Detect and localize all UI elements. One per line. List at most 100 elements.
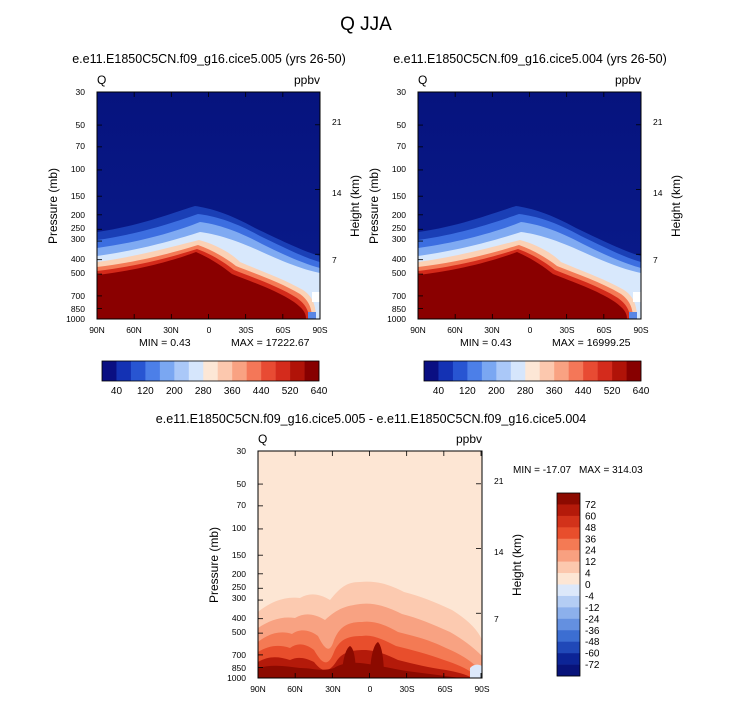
panel-b-field [418, 92, 641, 319]
panel-a-variable: Q [97, 73, 106, 87]
y-tick-label: 200 [71, 210, 85, 220]
colorbar-swatch [557, 493, 580, 505]
panel-b-title: e.e11.E1850C5CN.f09_g16.cice5.004 (yrs 2… [393, 52, 667, 66]
colorbar-swatch [612, 361, 627, 381]
x-tick-label: 0 [368, 684, 373, 694]
colorbar-label: 200 [488, 386, 505, 397]
colorbar-swatch [261, 361, 276, 381]
y-label-right: Height (km) [669, 175, 683, 237]
y-tick-label: 400 [71, 254, 85, 264]
y-right-tick-label: 21 [494, 476, 504, 486]
colorbar-swatch [188, 361, 204, 381]
colorbar-swatch [568, 361, 584, 381]
y-right-tick-label: 7 [332, 255, 337, 265]
x-tick-label: 0 [528, 325, 533, 335]
colorbar-swatch [159, 361, 175, 381]
colorbar-label: 120 [459, 386, 476, 397]
colorbar-label: 280 [195, 386, 212, 397]
colorbar-swatch [557, 664, 580, 677]
panel-a: e.e11.E1850C5CN.f09_g16.cice5.005 (yrs 2… [46, 52, 362, 349]
y-tick-label: 200 [232, 569, 246, 579]
y-tick-label: 850 [71, 304, 85, 314]
y-tick-label: 100 [71, 164, 85, 174]
y-tick-label: 150 [392, 191, 406, 201]
colorbar-label: 72 [585, 500, 597, 511]
colorbar-swatch [557, 618, 580, 631]
x-tick-label: 60N [126, 325, 142, 335]
y-tick-label: 1000 [66, 314, 85, 324]
colorbar-label: 520 [282, 386, 299, 397]
y-tick-label: 100 [392, 164, 406, 174]
y-tick-label: 250 [71, 223, 85, 233]
max-label: MAX = 314.03 [579, 465, 643, 476]
figure-title: Q JJA [340, 14, 392, 35]
colorbar-label: -60 [585, 649, 600, 660]
y-tick-label: 70 [76, 141, 86, 151]
colorbar-swatch [557, 515, 580, 528]
y-right-tick-label: 21 [332, 117, 342, 127]
colorbar-swatch [525, 361, 541, 381]
colorbar-label: -72 [585, 660, 600, 671]
colorbar-swatch [275, 361, 291, 381]
x-tick-label: 30N [163, 325, 179, 335]
x-tick-label: 90S [474, 684, 489, 694]
x-tick-label: 90N [410, 325, 426, 335]
panel-c: e.e11.E1850C5CN.f09_g16.cice5.005 - e.e1… [156, 412, 643, 694]
min-label: MIN = 0.43 [460, 337, 512, 349]
y-tick-label: 70 [397, 141, 407, 151]
colorbar-swatch [557, 584, 580, 597]
colorbar-label: 360 [546, 386, 563, 397]
x-tick-label: 90N [89, 325, 105, 335]
y-tick-label: 500 [392, 268, 406, 278]
panel-b-variable: Q [418, 73, 427, 87]
colorbar-swatch [557, 653, 580, 665]
colorbar-swatch [290, 361, 305, 381]
colorbar-swatch [597, 361, 613, 381]
x-tick-label: 90S [633, 325, 648, 335]
colorbar-label: -36 [585, 626, 600, 637]
x-tick-label: 90S [312, 325, 327, 335]
colorbar-swatch [557, 550, 580, 562]
y-tick-label: 700 [392, 291, 406, 301]
y-tick-label: 200 [392, 210, 406, 220]
x-tick-label: 60S [437, 684, 452, 694]
x-tick-label: 60N [447, 325, 463, 335]
y-tick-label: 300 [71, 234, 85, 244]
panel-a-title: e.e11.E1850C5CN.f09_g16.cice5.005 (yrs 2… [72, 52, 346, 66]
colorbar-swatch [539, 361, 555, 381]
colorbar-swatch [496, 361, 512, 381]
y-tick-label: 30 [76, 87, 86, 97]
panel-c-units: ppbv [456, 432, 482, 446]
colorbar-swatch [130, 361, 146, 381]
y-label-left: Pressure (mb) [207, 527, 221, 603]
colorbar-label: 36 [585, 534, 597, 545]
colorbar-swatch [557, 607, 580, 620]
colorbar-swatch [452, 361, 468, 381]
colorbar-label: 640 [633, 386, 650, 397]
panel-a-field [97, 92, 320, 319]
colorbar-label: 200 [166, 386, 183, 397]
x-tick-label: 30S [238, 325, 253, 335]
y-label-left: Pressure (mb) [46, 168, 60, 244]
y-tick-label: 150 [232, 550, 246, 560]
y-tick-label: 300 [232, 593, 246, 603]
y-right-tick-label: 14 [494, 547, 504, 557]
max-label: MAX = 17222.67 [231, 337, 310, 349]
panel-c-field [258, 451, 482, 678]
colorbar-swatch [217, 361, 233, 381]
colorbar-label: 4 [585, 569, 591, 580]
colorbar-label: 12 [585, 557, 597, 568]
colorbar-swatch [102, 361, 117, 381]
y-label-right: Height (km) [510, 534, 524, 596]
panel-b: e.e11.E1850C5CN.f09_g16.cice5.004 (yrs 2… [367, 52, 683, 349]
y-tick-label: 30 [397, 87, 407, 97]
y-tick-label: 700 [232, 650, 246, 660]
colorbar-label: 60 [585, 511, 597, 522]
colorbar-label: 520 [604, 386, 621, 397]
min-label: MIN = -17.07 [513, 465, 572, 476]
y-tick-label: 400 [232, 613, 246, 623]
y-tick-label: 700 [71, 291, 85, 301]
y-tick-label: 300 [392, 234, 406, 244]
